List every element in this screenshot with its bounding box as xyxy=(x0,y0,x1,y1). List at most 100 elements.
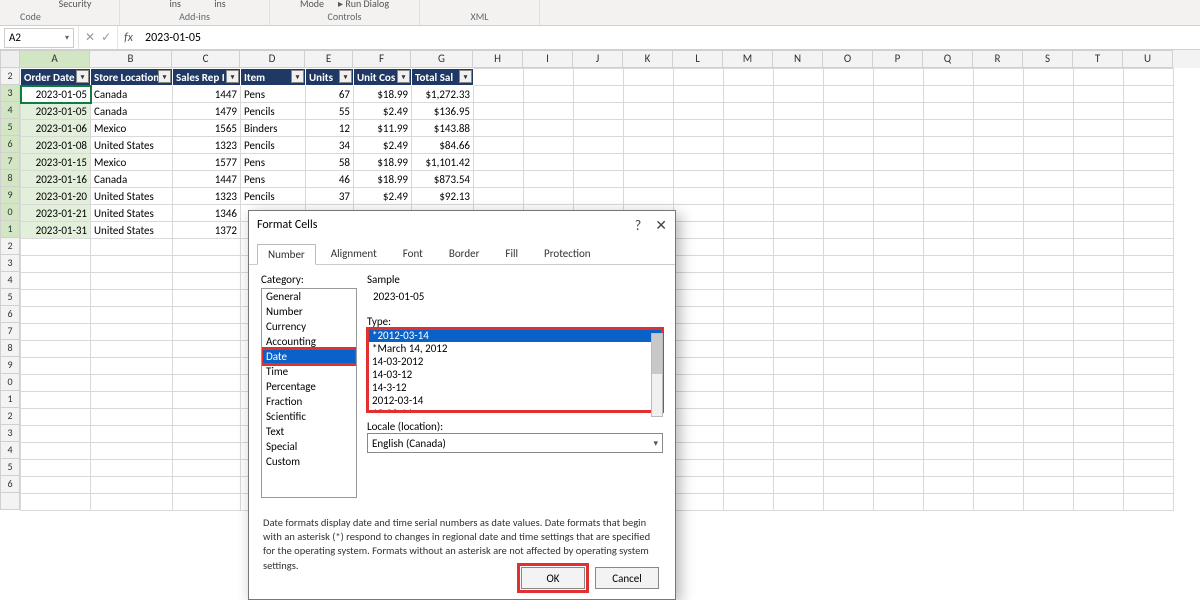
cell[interactable] xyxy=(624,120,674,137)
cell[interactable] xyxy=(1024,426,1074,443)
cell[interactable] xyxy=(774,171,824,188)
cell[interactable] xyxy=(724,222,774,239)
cell[interactable]: 1323 xyxy=(173,137,241,154)
cell[interactable] xyxy=(1074,69,1124,86)
cell[interactable] xyxy=(1074,120,1124,137)
cell[interactable]: United States xyxy=(91,222,173,239)
cell[interactable] xyxy=(824,188,874,205)
cell[interactable] xyxy=(1074,477,1124,494)
cell[interactable]: $873.54 xyxy=(412,171,474,188)
cell[interactable] xyxy=(774,375,824,392)
cell[interactable] xyxy=(874,256,924,273)
cell[interactable] xyxy=(924,120,974,137)
cell[interactable] xyxy=(1124,69,1174,86)
cell[interactable]: 1346 xyxy=(173,205,241,222)
column-header[interactable]: T xyxy=(1073,50,1123,68)
cell[interactable] xyxy=(724,375,774,392)
cell[interactable] xyxy=(824,222,874,239)
cell[interactable] xyxy=(1074,392,1124,409)
cell[interactable] xyxy=(874,69,924,86)
cell[interactable] xyxy=(1074,103,1124,120)
cell[interactable] xyxy=(924,222,974,239)
cell[interactable] xyxy=(574,171,624,188)
row-header[interactable]: 2 xyxy=(0,68,20,85)
cell[interactable] xyxy=(824,494,874,511)
cell[interactable] xyxy=(574,103,624,120)
cell[interactable] xyxy=(674,188,724,205)
cell[interactable] xyxy=(824,392,874,409)
cell[interactable] xyxy=(774,222,824,239)
category-item[interactable]: Custom xyxy=(262,454,356,469)
cell[interactable] xyxy=(1074,341,1124,358)
cell[interactable] xyxy=(21,324,91,341)
category-item[interactable]: Special xyxy=(262,439,356,454)
table-header-cell[interactable]: Units▾ xyxy=(306,69,354,86)
cell[interactable] xyxy=(1024,86,1074,103)
cell[interactable] xyxy=(524,86,574,103)
cell[interactable]: 1447 xyxy=(173,86,241,103)
cell[interactable] xyxy=(1124,477,1174,494)
cell[interactable] xyxy=(674,341,724,358)
cell[interactable] xyxy=(924,443,974,460)
table-header-cell[interactable]: Unit Cos▾ xyxy=(354,69,412,86)
cell[interactable] xyxy=(774,256,824,273)
select-all-corner[interactable] xyxy=(0,50,20,68)
dialog-tab[interactable]: Alignment xyxy=(320,243,388,264)
cell[interactable] xyxy=(91,460,173,477)
cell[interactable] xyxy=(724,426,774,443)
cell[interactable] xyxy=(824,358,874,375)
cell[interactable] xyxy=(674,324,724,341)
cell[interactable] xyxy=(21,375,91,392)
cell[interactable] xyxy=(824,154,874,171)
row-header[interactable]: 0 xyxy=(0,204,20,221)
column-header[interactable]: C xyxy=(172,50,240,68)
cell[interactable] xyxy=(1074,290,1124,307)
cell[interactable]: Binders xyxy=(241,120,306,137)
cell[interactable] xyxy=(724,477,774,494)
cell[interactable] xyxy=(91,494,173,511)
cell[interactable] xyxy=(1124,324,1174,341)
cell[interactable] xyxy=(924,239,974,256)
type-item[interactable]: 14-03-2012 xyxy=(368,355,662,368)
cell[interactable]: Mexico xyxy=(91,154,173,171)
cell[interactable] xyxy=(91,443,173,460)
cell[interactable] xyxy=(674,375,724,392)
cell[interactable] xyxy=(574,188,624,205)
cell[interactable] xyxy=(1124,103,1174,120)
cell[interactable] xyxy=(824,460,874,477)
cell[interactable] xyxy=(474,103,524,120)
cell[interactable] xyxy=(724,341,774,358)
cell[interactable] xyxy=(874,443,924,460)
dialog-tab[interactable]: Font xyxy=(392,243,434,264)
cell[interactable] xyxy=(173,460,241,477)
cell[interactable] xyxy=(874,171,924,188)
cell[interactable] xyxy=(574,137,624,154)
cell[interactable] xyxy=(1024,358,1074,375)
cell[interactable] xyxy=(21,494,91,511)
cell[interactable] xyxy=(524,120,574,137)
cell[interactable] xyxy=(724,120,774,137)
table-header-cell[interactable]: Order Date▾ xyxy=(21,69,91,86)
type-item[interactable]: 14-03-12 xyxy=(368,368,662,381)
cell[interactable] xyxy=(574,154,624,171)
filter-icon[interactable]: ▾ xyxy=(339,70,352,83)
cell[interactable] xyxy=(874,358,924,375)
cell[interactable]: Canada xyxy=(91,103,173,120)
cell[interactable] xyxy=(1124,307,1174,324)
cell[interactable] xyxy=(874,222,924,239)
cell[interactable] xyxy=(1074,188,1124,205)
cell[interactable] xyxy=(474,154,524,171)
cell[interactable] xyxy=(1024,137,1074,154)
cell[interactable] xyxy=(173,256,241,273)
cell[interactable] xyxy=(1124,273,1174,290)
cell[interactable] xyxy=(824,375,874,392)
cell[interactable] xyxy=(774,86,824,103)
cell[interactable] xyxy=(974,69,1024,86)
category-item[interactable]: Scientific xyxy=(262,409,356,424)
cell[interactable] xyxy=(524,171,574,188)
cell[interactable] xyxy=(1124,86,1174,103)
column-header[interactable]: G xyxy=(411,50,473,68)
column-header[interactable]: L xyxy=(673,50,723,68)
cell[interactable] xyxy=(524,188,574,205)
cell[interactable] xyxy=(874,477,924,494)
